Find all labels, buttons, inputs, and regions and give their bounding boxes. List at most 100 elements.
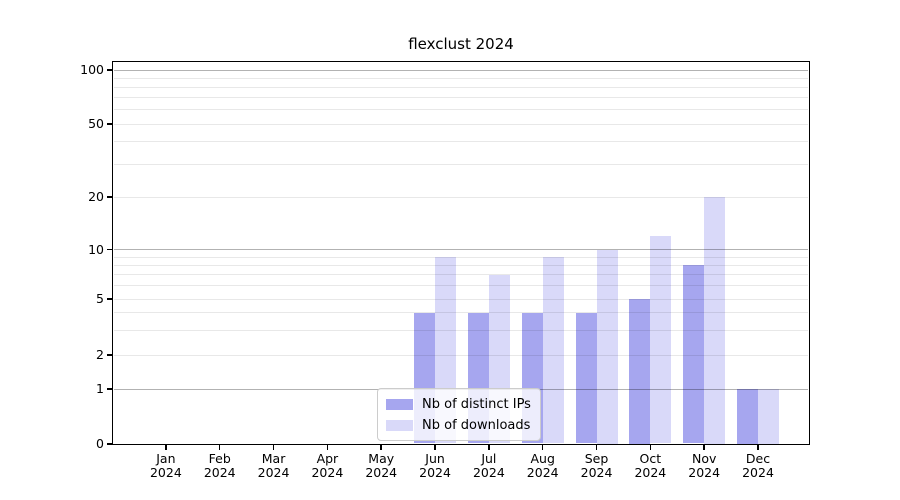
x-tick-year: 2024	[742, 464, 774, 480]
minor-gridline-5	[113, 298, 809, 300]
y-tick-label-50: 50	[88, 116, 104, 131]
bar-distinct-ips-sep	[575, 312, 597, 444]
x-tick-month: Jul	[481, 451, 497, 466]
minor-gridline-4	[113, 312, 809, 314]
x-tick-year: 2024	[688, 464, 721, 480]
legend-swatch-distinct-ips	[386, 399, 413, 410]
bar-downloads-dec	[758, 389, 780, 444]
x-tick-year: 2024	[419, 464, 451, 480]
x-tick-jan	[165, 444, 167, 450]
x-tick-month: Oct	[639, 451, 662, 466]
y-tick-label-2: 2	[96, 347, 104, 362]
x-tick-label-may: May 2024	[353, 452, 409, 479]
minor-gridline-30	[113, 164, 809, 166]
legend-item-downloads: Nb of downloads	[378, 415, 540, 436]
bar-distinct-ips-dec	[737, 389, 759, 444]
y-tick-2	[107, 354, 112, 356]
y-tick-50	[107, 123, 112, 125]
x-tick-label-jul: Jul 2024	[461, 452, 517, 479]
y-tick-label-20: 20	[88, 189, 104, 204]
bar-distinct-ips-oct	[629, 299, 651, 444]
x-tick-label-oct: Oct 2024	[622, 452, 678, 479]
x-tick-label-nov: Nov 2024	[676, 452, 732, 479]
x-tick-year: 2024	[472, 464, 505, 480]
x-tick-nov	[703, 444, 705, 450]
x-tick-month: Feb	[208, 451, 231, 466]
legend-item-distinct-ips: Nb of distinct IPs	[378, 394, 540, 415]
x-tick-year: 2024	[203, 464, 236, 480]
x-tick-jul	[488, 444, 490, 450]
x-tick-apr	[326, 444, 329, 450]
minor-gridline-3	[113, 329, 809, 331]
y-tick-10	[107, 248, 112, 251]
x-tick-feb	[218, 444, 221, 450]
minor-gridline-70	[113, 97, 809, 99]
bar-downloads-nov	[704, 197, 726, 444]
x-tick-month: Apr	[316, 451, 339, 466]
x-tick-label-aug: Aug 2024	[515, 452, 571, 479]
x-tick-month: Nov	[691, 451, 717, 466]
minor-gridline-2	[113, 354, 809, 356]
y-tick-1	[107, 388, 112, 390]
minor-gridline-6	[113, 285, 809, 287]
x-tick-label-jan: Jan 2024	[138, 452, 194, 479]
x-tick-sep	[595, 444, 598, 450]
x-tick-label-dec: Dec 2024	[730, 452, 786, 479]
x-tick-year: 2024	[580, 464, 613, 480]
x-tick-month: Jan	[156, 451, 176, 466]
major-gridline-100	[113, 69, 809, 71]
x-tick-oct	[649, 444, 652, 450]
y-tick-label-100: 100	[80, 62, 104, 77]
minor-gridline-50	[113, 123, 809, 125]
bar-downloads-oct	[650, 235, 672, 444]
legend-label-downloads: Nb of downloads	[422, 418, 531, 433]
bar-distinct-ips-nov	[683, 265, 705, 444]
minor-gridline-9	[113, 256, 809, 258]
major-gridline-10	[113, 249, 809, 250]
x-tick-month: Jun	[425, 451, 445, 466]
x-tick-label-feb: Feb 2024	[192, 452, 248, 479]
x-tick-month: Mar	[261, 451, 286, 466]
x-tick-may	[380, 444, 382, 450]
y-tick-label-10: 10	[88, 241, 104, 257]
minor-gridline-7	[113, 274, 809, 276]
x-tick-month: Dec	[745, 451, 771, 466]
x-tick-mar	[272, 444, 275, 450]
y-tick-label-0: 0	[96, 436, 104, 451]
x-tick-label-mar: Mar 2024	[246, 452, 302, 479]
legend-label-distinct-ips: Nb of distinct IPs	[422, 397, 531, 412]
minor-gridline-40	[113, 141, 809, 143]
y-tick-label-1: 1	[96, 381, 104, 396]
x-tick-month: May	[368, 451, 395, 466]
y-tick-5	[107, 298, 112, 300]
x-tick-label-sep: Sep 2024	[569, 452, 625, 479]
x-tick-year: 2024	[257, 464, 290, 480]
y-tick-100	[107, 69, 112, 71]
legend-swatch-downloads	[386, 420, 413, 431]
x-tick-month: Aug	[530, 451, 555, 466]
minor-gridline-60	[113, 109, 809, 111]
x-tick-year: 2024	[526, 464, 559, 480]
minor-gridline-90	[113, 77, 809, 79]
x-tick-aug	[541, 444, 544, 450]
minor-gridline-8	[113, 264, 809, 266]
y-tick-0	[107, 443, 112, 445]
x-tick-month: Sep	[584, 451, 609, 466]
legend: Nb of distinct IPs Nb of downloads	[377, 388, 541, 441]
minor-gridline-20	[113, 196, 809, 198]
x-tick-year: 2024	[311, 464, 344, 480]
x-tick-dec	[757, 444, 759, 450]
chart-title: flexclust 2024	[408, 35, 514, 53]
bar-downloads-sep	[596, 249, 618, 444]
x-tick-label-apr: Apr 2024	[299, 452, 355, 479]
x-tick-year: 2024	[365, 464, 398, 480]
bar-downloads-aug	[542, 257, 564, 444]
x-tick-year: 2024	[634, 464, 667, 480]
minor-gridline-80	[113, 86, 809, 88]
y-tick-20	[107, 196, 112, 198]
y-tick-label-5: 5	[96, 291, 104, 306]
x-tick-jun	[434, 444, 436, 450]
x-tick-year: 2024	[149, 464, 182, 480]
x-tick-label-jun: Jun 2024	[407, 452, 463, 479]
